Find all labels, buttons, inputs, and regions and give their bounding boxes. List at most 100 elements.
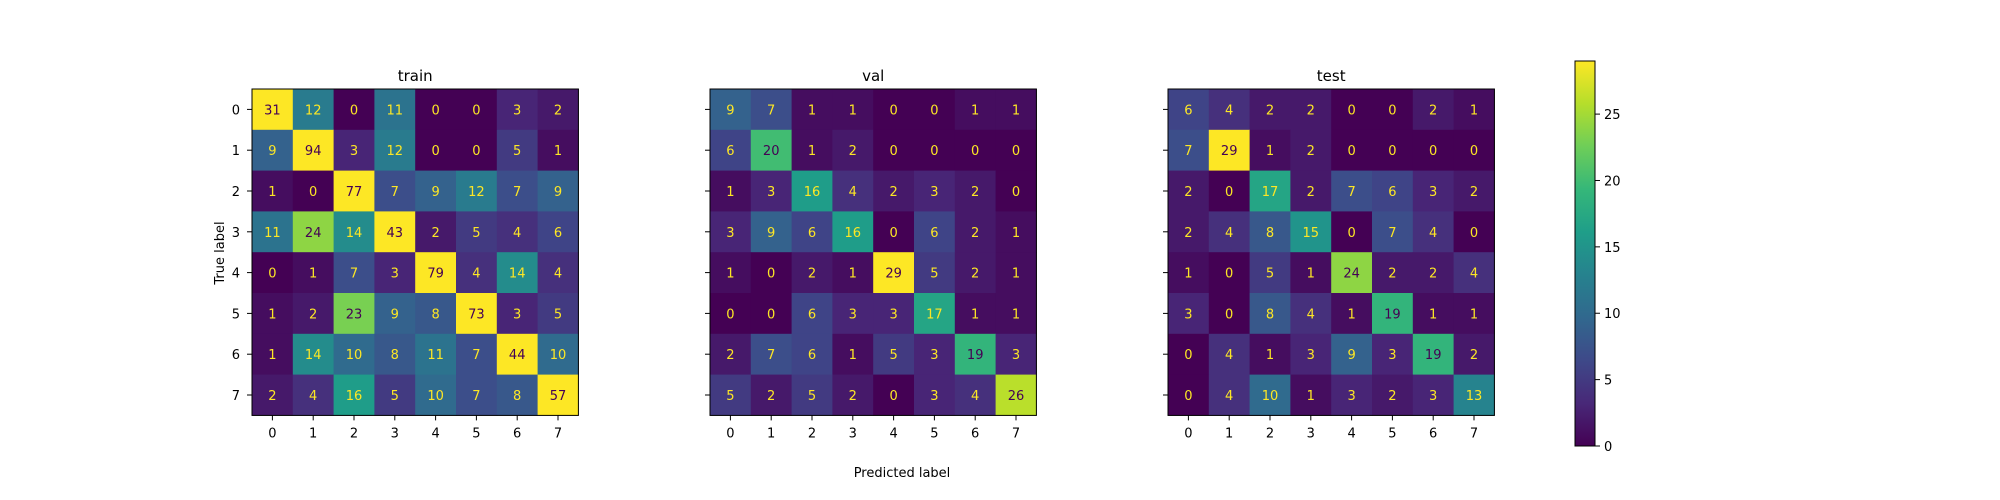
- y-tick-label: 2: [232, 185, 240, 200]
- heatmap-cell: [995, 211, 1037, 253]
- cell-value-label: 1: [1012, 267, 1020, 282]
- heatmap-cell: [537, 170, 579, 212]
- heatmap-cell: [456, 211, 498, 253]
- heatmap-cell: [954, 333, 996, 375]
- cell-value-label: 5: [1266, 267, 1274, 282]
- cell-value-label: 3: [849, 307, 857, 322]
- heatmap-cell: [1249, 293, 1291, 335]
- cell-value-label: 0: [1184, 389, 1192, 404]
- cell-value-label: 9: [767, 226, 775, 241]
- cell-value-label: 0: [971, 144, 979, 159]
- heatmap-cell: [1208, 293, 1250, 335]
- x-tick-label: 1: [1225, 426, 1233, 441]
- heatmap-cell: [1372, 170, 1414, 212]
- heatmap-cell: [415, 333, 457, 375]
- cell-value-label: 1: [971, 307, 979, 322]
- heatmap-cell: [954, 211, 996, 253]
- x-tick-label: 0: [726, 426, 734, 441]
- heatmap-cell: [995, 170, 1037, 212]
- heatmap-cell: [873, 170, 915, 212]
- heatmap-cell: [415, 89, 457, 131]
- colorbar-tick-label: 0: [1604, 440, 1612, 455]
- colorbar-tick-label: 15: [1604, 241, 1621, 256]
- cell-value-label: 2: [309, 307, 317, 322]
- heatmap-cell: [537, 89, 579, 131]
- cell-value-label: 1: [726, 185, 734, 200]
- cell-value-label: 2: [1184, 185, 1192, 200]
- heatmap-cell: [415, 374, 457, 416]
- cell-value-label: 4: [1225, 226, 1233, 241]
- heatmap-cell: [914, 252, 956, 294]
- cell-value-label: 44: [509, 348, 526, 363]
- heatmap-cell: [1412, 89, 1454, 131]
- heatmap-cell: [292, 252, 334, 294]
- heatmap-cell: [1290, 293, 1332, 335]
- cell-value-label: 1: [268, 307, 276, 322]
- cell-value-label: 7: [1184, 144, 1192, 159]
- heatmap-cell: [1453, 333, 1495, 375]
- x-tick-label: 7: [1470, 426, 1478, 441]
- heatmap-cell: [1412, 211, 1454, 253]
- cell-value-label: 79: [427, 267, 444, 282]
- cell-value-label: 2: [1184, 226, 1192, 241]
- cell-value-label: 2: [1429, 103, 1437, 118]
- heatmap-cell: [1453, 211, 1495, 253]
- heatmap-cell: [954, 374, 996, 416]
- heatmap-cell: [1208, 211, 1250, 253]
- heatmap-cell: [914, 89, 956, 131]
- heatmap-cell: [1453, 293, 1495, 335]
- heatmap-cell: [496, 129, 538, 171]
- cell-value-label: 2: [726, 348, 734, 363]
- heatmap-cell: [750, 89, 792, 131]
- heatmap-cell: [832, 89, 874, 131]
- heatmap-cell: [252, 333, 294, 375]
- cell-value-label: 2: [1470, 348, 1478, 363]
- cell-value-label: 31: [264, 103, 281, 118]
- heatmap-cell: [832, 333, 874, 375]
- heatmap-cell: [1453, 252, 1495, 294]
- heatmap-cell: [1168, 252, 1210, 294]
- y-tick-label: 3: [232, 226, 240, 241]
- cell-value-label: 5: [513, 144, 521, 159]
- heatmap-cell: [1372, 333, 1414, 375]
- cell-value-label: 19: [1425, 348, 1442, 363]
- cell-value-label: 3: [889, 307, 897, 322]
- heatmap-cell: [791, 89, 833, 131]
- cell-value-label: 2: [431, 226, 439, 241]
- cell-value-label: 1: [849, 103, 857, 118]
- cell-value-label: 29: [885, 267, 902, 282]
- cell-value-label: 2: [1307, 144, 1315, 159]
- heatmap-cell: [873, 374, 915, 416]
- cell-value-label: 6: [1184, 103, 1192, 118]
- cell-value-label: 10: [346, 348, 363, 363]
- cell-value-label: 0: [1225, 267, 1233, 282]
- x-tick-label: 7: [554, 426, 562, 441]
- heatmap-cell: [496, 211, 538, 253]
- heatmap-cell: [292, 170, 334, 212]
- heatmap-cell: [252, 211, 294, 253]
- heatmap-cell: [1208, 374, 1250, 416]
- cell-value-label: 8: [1266, 226, 1274, 241]
- x-tick-label: 5: [1388, 426, 1396, 441]
- cell-value-label: 1: [309, 267, 317, 282]
- cell-value-label: 0: [1012, 185, 1020, 200]
- heatmap-cell: [1208, 129, 1250, 171]
- cell-value-label: 57: [550, 389, 567, 404]
- cell-value-label: 2: [889, 185, 897, 200]
- heatmap-cell: [995, 252, 1037, 294]
- cell-value-label: 9: [431, 185, 439, 200]
- cell-value-label: 0: [431, 144, 439, 159]
- heatmap-cell: [456, 293, 498, 335]
- heatmap-cell: [1453, 129, 1495, 171]
- cell-value-label: 1: [726, 267, 734, 282]
- cell-value-label: 3: [930, 348, 938, 363]
- cell-value-label: 6: [726, 144, 734, 159]
- heatmap-cell: [1249, 170, 1291, 212]
- heatmap-cell: [374, 89, 416, 131]
- cell-value-label: 0: [1347, 144, 1355, 159]
- heatmap-cell: [914, 129, 956, 171]
- heatmap-cell: [333, 333, 375, 375]
- cell-value-label: 1: [1266, 348, 1274, 363]
- panel-frame: [709, 88, 1037, 416]
- cell-value-label: 19: [967, 348, 984, 363]
